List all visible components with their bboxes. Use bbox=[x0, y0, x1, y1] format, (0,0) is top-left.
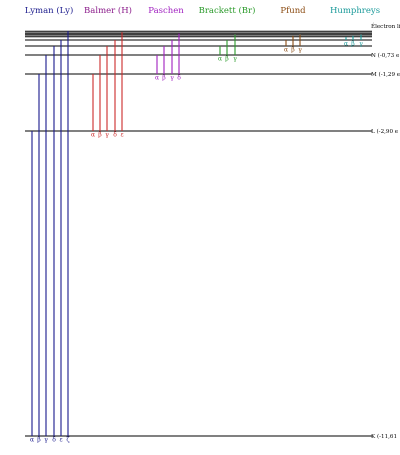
greek-label-lyman-2: β bbox=[37, 437, 41, 444]
greek-label-balmer-5: ε bbox=[120, 132, 123, 139]
greek-label-pfund-1: α bbox=[284, 47, 288, 54]
greek-label-brackett-3: γ bbox=[233, 56, 237, 63]
greek-label-paschen-3: γ bbox=[170, 75, 174, 82]
level-label-L: L (-2,90 e bbox=[371, 128, 399, 135]
series-title-humphreys: Humphreys bbox=[330, 6, 380, 16]
series-titles: Lyman (Ly) Balmer (H) Paschen Brackett (Br)… bbox=[25, 5, 380, 16]
greek-label-humphreys-1: α bbox=[344, 41, 348, 48]
greek-label-balmer-2: β bbox=[98, 132, 102, 139]
energy-level-labels: K (-11,61 L (-2,90 e M (-1,29 e N (-0,73 e É… bbox=[371, 22, 400, 440]
greek-label-humphreys-2: β bbox=[351, 41, 355, 48]
series-title-paschen: Paschen bbox=[148, 6, 184, 16]
greek-label-humphreys-3: γ bbox=[359, 41, 363, 48]
level-label-M: M (-1,29 e bbox=[371, 71, 400, 78]
series-title-balmer: Balmer (H) bbox=[84, 5, 132, 16]
greek-label-paschen-1: α bbox=[155, 75, 159, 82]
greek-label-brackett-1: α bbox=[218, 56, 222, 63]
greek-label-lyman-5: ε bbox=[59, 437, 62, 444]
greek-label-pfund-3: γ bbox=[298, 47, 302, 54]
greek-label-paschen-2: β bbox=[162, 75, 166, 82]
greek-label-lyman-6: ζ bbox=[66, 437, 70, 444]
transition-lines bbox=[31, 31, 362, 436]
transition-greek-labels: α β γ δ ε ζα β γ δ εα β γ δα β γα β γα β γ bbox=[30, 41, 363, 444]
greek-label-lyman-1: α bbox=[30, 437, 34, 444]
greek-label-pfund-2: β bbox=[291, 47, 295, 54]
free-electron-label: Électron li bbox=[371, 22, 400, 30]
level-label-K: K (-11,61 bbox=[371, 433, 397, 440]
greek-label-brackett-2: β bbox=[225, 56, 229, 63]
energy-levels bbox=[25, 30, 372, 437]
series-title-pfund: Pfund bbox=[280, 6, 306, 16]
level-label-N: N (-0,73 e bbox=[371, 52, 400, 59]
greek-label-paschen-4: δ bbox=[177, 75, 181, 82]
greek-label-balmer-1: α bbox=[91, 132, 95, 139]
greek-label-lyman-4: δ bbox=[52, 437, 56, 444]
greek-label-balmer-3: γ bbox=[105, 132, 109, 139]
greek-label-lyman-3: γ bbox=[44, 437, 48, 444]
series-title-brackett: Brackett (Br) bbox=[199, 5, 256, 16]
series-title-lyman: Lyman (Ly) bbox=[25, 5, 74, 16]
greek-label-balmer-4: δ bbox=[113, 132, 117, 139]
